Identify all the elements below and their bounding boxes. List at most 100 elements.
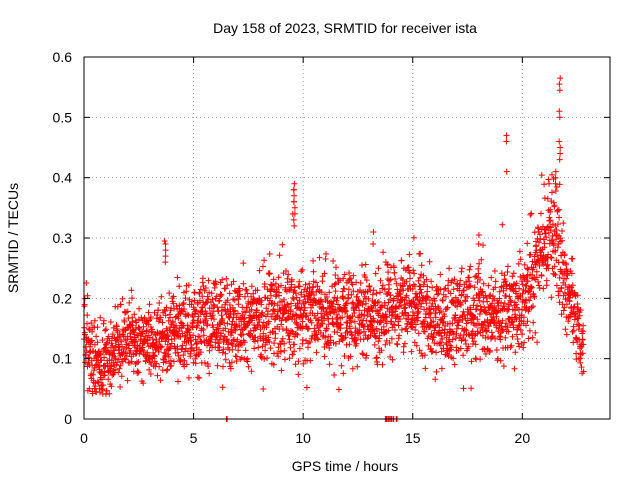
data-point: [472, 341, 479, 348]
data-point: [254, 307, 260, 314]
data-point: [274, 302, 281, 309]
data-point: [234, 310, 241, 317]
data-point: [489, 300, 496, 307]
data-point: [347, 353, 354, 360]
data-point: [291, 180, 298, 187]
data-point: [171, 358, 177, 365]
data-point: [295, 371, 302, 378]
data-point: [162, 358, 169, 365]
data-point: [94, 378, 101, 385]
data-point: [438, 308, 444, 314]
data-point: [217, 291, 224, 298]
data-point: [556, 138, 563, 145]
data-point: [296, 297, 303, 304]
data-point: [422, 365, 429, 372]
data-point: [266, 270, 273, 277]
data-point: [197, 286, 204, 293]
data-point: [561, 251, 568, 258]
data-point: [556, 214, 563, 221]
data-point: [243, 286, 250, 293]
data-point: [415, 330, 422, 337]
data-point: [208, 315, 215, 322]
data-point: [169, 318, 176, 325]
data-point: [303, 312, 310, 319]
data-point: [308, 319, 315, 326]
data-point: [526, 297, 533, 304]
data-point: [549, 189, 555, 196]
data-point: [192, 336, 199, 343]
data-point: [362, 300, 369, 307]
data-point: [264, 355, 271, 361]
data-point: [229, 318, 236, 325]
data-point: [512, 349, 519, 356]
data-point: [513, 290, 520, 297]
data-point: [393, 304, 400, 311]
data-point: [322, 256, 329, 262]
data-point: [342, 300, 349, 307]
data-point: [421, 352, 428, 359]
data-point: [183, 361, 190, 368]
data-point: [458, 265, 465, 272]
data-point: [88, 320, 95, 326]
data-point: [159, 367, 166, 374]
data-point: [553, 236, 560, 243]
data-point: [208, 290, 215, 297]
data-point: [553, 282, 560, 289]
data-point: [295, 301, 301, 307]
data-point: [224, 336, 230, 343]
y-tick-label: 0.1: [53, 351, 73, 367]
data-point: [491, 304, 498, 311]
data-point: [154, 372, 161, 379]
data-point: [527, 251, 534, 258]
data-point: [259, 309, 266, 316]
data-point: [99, 337, 106, 344]
data-point: [580, 328, 587, 335]
data-point: [536, 239, 542, 246]
data-point: [315, 317, 322, 324]
data-point: [192, 308, 199, 315]
data-point: [204, 321, 211, 328]
data-point: [81, 301, 88, 308]
data-point: [447, 290, 454, 297]
data-point: [219, 349, 226, 356]
data-point: [475, 270, 482, 277]
data-point: [222, 356, 229, 363]
data-point: [223, 275, 230, 282]
data-point: [415, 308, 422, 315]
data-point: [266, 251, 273, 257]
data-point: [547, 217, 554, 224]
plot-frame: [83, 56, 611, 420]
data-point: [199, 293, 206, 300]
data-point: [127, 347, 134, 354]
data-point: [417, 250, 424, 257]
data-point: [107, 319, 114, 325]
data-point: [105, 376, 112, 383]
data-point: [541, 181, 548, 188]
data-point: [474, 328, 481, 335]
chart-title: Day 158 of 2023, SRMTID for receiver ist…: [213, 20, 477, 36]
data-point: [192, 360, 199, 367]
data-point: [113, 361, 120, 368]
data-point: [360, 351, 366, 358]
data-point: [391, 321, 398, 328]
data-point: [181, 332, 188, 339]
data-point: [288, 276, 295, 283]
data-point: [480, 280, 487, 287]
data-point: [242, 347, 249, 354]
data-point: [359, 262, 365, 269]
data-point: [167, 363, 174, 370]
data-point: [483, 327, 490, 334]
data-point: [162, 241, 169, 247]
data-point: [504, 307, 511, 314]
data-point: [113, 337, 120, 344]
data-point: [400, 287, 407, 294]
data-point: [235, 296, 242, 303]
data-point: [97, 314, 104, 321]
data-point: [116, 331, 123, 337]
data-point: [356, 307, 363, 314]
data-point: [534, 339, 541, 346]
data-point: [379, 282, 386, 289]
data-point: [406, 282, 413, 289]
data-point: [194, 340, 200, 346]
data-point: [124, 377, 131, 384]
